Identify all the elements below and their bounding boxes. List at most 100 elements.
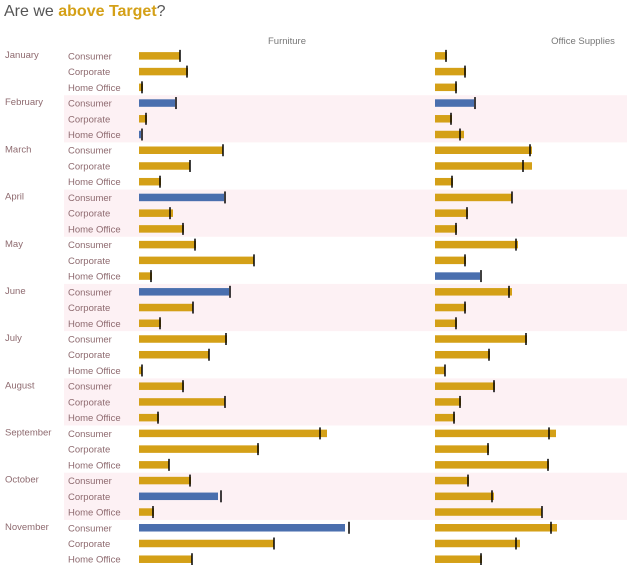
bar-office-supplies: [435, 429, 556, 438]
segment-label: Consumer: [68, 51, 112, 62]
segment-label: Corporate: [68, 303, 110, 314]
segment-label: Home Office: [68, 177, 121, 188]
bar-furniture: [139, 288, 229, 296]
bar-furniture: [139, 508, 154, 516]
bar-office-supplies: [435, 162, 532, 170]
bar-office-supplies: [435, 539, 520, 548]
segment-label: Corporate: [68, 256, 110, 267]
month-label: November: [5, 522, 49, 533]
segment-label: Corporate: [68, 539, 110, 550]
segment-label: Home Office: [68, 555, 121, 565]
bar-office-supplies: [435, 256, 466, 265]
bar-office-supplies: [435, 508, 542, 516]
bars: [139, 52, 557, 563]
bar-furniture: [139, 413, 159, 422]
bar-office-supplies: [435, 476, 469, 485]
bar-office-supplies: [435, 83, 457, 92]
row-labels: January February March April May June July Augu…: [5, 50, 121, 565]
segment-label: Corporate: [68, 161, 110, 172]
bar-office-supplies: [435, 398, 461, 406]
bar-furniture: [139, 146, 223, 154]
bar-office-supplies: [435, 413, 455, 422]
segment-label: Home Office: [68, 83, 121, 94]
month-label: May: [5, 239, 23, 250]
bar-furniture: [139, 335, 227, 343]
bar-furniture: [139, 366, 142, 375]
segment-label: Consumer: [68, 240, 112, 251]
bar-furniture: [139, 209, 173, 217]
segment-label: Home Office: [68, 224, 121, 235]
bar-office-supplies: [435, 272, 480, 280]
column-header-furniture: Furniture: [268, 36, 306, 47]
segment-label: Corporate: [68, 67, 110, 78]
bar-office-supplies: [435, 193, 512, 202]
bar-office-supplies: [435, 445, 489, 453]
segment-label: Consumer: [68, 287, 112, 298]
bar-furniture: [139, 225, 184, 233]
bar-office-supplies: [435, 555, 482, 563]
column-header-office-supplies: Office Supplies: [551, 36, 615, 47]
segment-label: Corporate: [68, 492, 110, 503]
bar-office-supplies: [435, 524, 557, 532]
bar-office-supplies: [435, 209, 468, 217]
month-label: February: [5, 97, 43, 108]
bar-furniture: [139, 99, 175, 107]
bar-furniture: [139, 177, 161, 186]
bar-office-supplies: [435, 366, 445, 375]
bar-office-supplies: [435, 319, 457, 328]
segment-label: Corporate: [68, 350, 110, 361]
month-label: June: [5, 286, 26, 297]
bar-office-supplies: [435, 303, 466, 312]
bar-furniture: [139, 272, 152, 280]
bar-office-supplies: [435, 382, 495, 390]
bar-furniture: [139, 115, 147, 123]
month-label: April: [5, 192, 24, 203]
bar-furniture: [139, 539, 274, 548]
bar-furniture: [139, 83, 143, 92]
segment-label: Corporate: [68, 397, 110, 408]
bar-office-supplies: [435, 350, 490, 359]
segment-label: Home Office: [68, 460, 121, 471]
bar-furniture: [139, 240, 196, 249]
segment-label: Consumer: [68, 146, 112, 157]
bar-furniture: [139, 193, 224, 202]
bar-furniture: [139, 319, 161, 328]
bar-office-supplies: [435, 146, 532, 154]
segment-label: Home Office: [68, 366, 121, 377]
bar-office-supplies: [435, 52, 447, 60]
bar-office-supplies: [435, 177, 453, 186]
month-label: January: [5, 50, 39, 61]
bar-office-supplies: [435, 288, 512, 296]
bar-office-supplies: [435, 240, 518, 249]
bar-office-supplies: [435, 130, 464, 139]
title-highlight: above Target: [58, 3, 157, 20]
segment-label: Consumer: [68, 476, 112, 487]
bar-office-supplies: [435, 461, 549, 469]
bar-furniture: [139, 555, 192, 563]
segment-label: Corporate: [68, 209, 110, 220]
segment-label: Consumer: [68, 429, 112, 440]
target-markers: [141, 49, 552, 565]
bar-furniture: [139, 445, 259, 453]
month-label: March: [5, 144, 31, 155]
bar-office-supplies: [435, 99, 474, 107]
title-suffix: ?: [156, 3, 166, 20]
segment-label: Consumer: [68, 99, 112, 110]
segment-label: Consumer: [68, 335, 112, 346]
segment-label: Consumer: [68, 523, 112, 534]
segment-label: Home Office: [68, 508, 121, 519]
title-prefix: Are we: [4, 3, 59, 20]
segment-label: Home Office: [68, 319, 121, 330]
bar-furniture: [139, 256, 254, 265]
segment-label: Home Office: [68, 272, 121, 283]
bar-office-supplies: [435, 492, 494, 501]
segment-label: Home Office: [68, 413, 121, 424]
segment-label: Corporate: [68, 445, 110, 456]
bar-furniture: [139, 162, 190, 170]
bar-furniture: [139, 429, 327, 438]
bar-office-supplies: [435, 335, 527, 343]
month-label: July: [5, 333, 22, 344]
segment-label: Corporate: [68, 114, 110, 125]
month-label: August: [5, 380, 35, 391]
